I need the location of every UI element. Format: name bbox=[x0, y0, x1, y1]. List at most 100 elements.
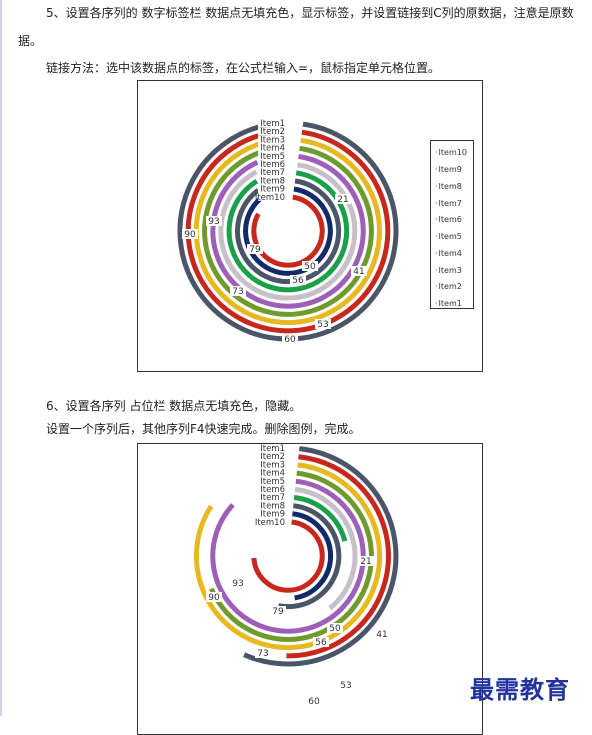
value2-90-bg bbox=[206, 592, 222, 602]
value2-93-bg bbox=[230, 578, 246, 588]
value-label-21-bg bbox=[335, 194, 351, 204]
value-label-56-bg bbox=[290, 275, 306, 285]
arc-item1 bbox=[243, 446, 399, 667]
legend-item-4: ·Item4 bbox=[435, 249, 462, 258]
value2-21: 21 bbox=[360, 557, 371, 567]
paragraph-step6: 6、设置各序列 占位栏 数据点无填充色，隐藏。 bbox=[46, 399, 302, 413]
ring-arc-item10 bbox=[251, 194, 325, 268]
label-item4: Item4 bbox=[260, 469, 285, 479]
value-label-21: 21 bbox=[337, 195, 348, 205]
label-item5: Item5 bbox=[260, 477, 285, 487]
value2-56-bg bbox=[313, 637, 329, 647]
value2-50-bg bbox=[327, 623, 343, 633]
ring-label-item8: Item8 bbox=[260, 176, 285, 186]
value2-53-bg bbox=[338, 680, 354, 690]
arc-item10 bbox=[251, 519, 325, 593]
legend-item-8: ·Item8 bbox=[435, 182, 462, 191]
ring-arc-item5 bbox=[210, 154, 366, 309]
radial-chart-2: Item1Item2Item3Item4Item5Item6Item7Item8… bbox=[193, 444, 399, 707]
arc-item5 bbox=[210, 478, 366, 634]
value-label-90: 90 bbox=[184, 230, 196, 240]
ring-label-item1: Item1 bbox=[260, 119, 285, 129]
radial-chart-1: Item1Item2Item3Item4Item5Item6Item7Item8… bbox=[177, 119, 399, 345]
value2-79: 79 bbox=[272, 607, 284, 617]
label-bg-5 bbox=[258, 151, 288, 160]
legend-item-7: ·Item7 bbox=[435, 199, 462, 208]
watermark-text: 最需教育 bbox=[470, 675, 570, 704]
value2-60: 60 bbox=[308, 697, 320, 707]
ring-label-item3: Item3 bbox=[260, 135, 285, 145]
value2-93: 93 bbox=[232, 579, 243, 589]
value2-53: 53 bbox=[340, 681, 351, 691]
arc-item6 bbox=[294, 486, 358, 611]
arc-item4 bbox=[209, 470, 374, 642]
label-bg-10 bbox=[258, 192, 288, 201]
value-label-79-bg bbox=[247, 244, 263, 254]
label-item6: Item6 bbox=[260, 485, 285, 495]
label-bg-8 bbox=[258, 176, 288, 185]
value-label-73: 73 bbox=[232, 287, 243, 297]
arc-item9 bbox=[292, 511, 334, 601]
value-label-50: 50 bbox=[304, 262, 316, 272]
label-bg-9 bbox=[258, 184, 288, 193]
legend-item-3: ·Item3 bbox=[435, 266, 462, 275]
legend-item-9: ·Item9 bbox=[435, 165, 462, 174]
value-label-90-bg bbox=[182, 229, 198, 239]
ring-label-item7: Item7 bbox=[260, 168, 285, 178]
paragraph-step5-line2: 据。 bbox=[18, 34, 43, 48]
legend-item-2: ·Item2 bbox=[435, 282, 462, 291]
value2-21-bg bbox=[358, 556, 374, 566]
legend-item-5: ·Item5 bbox=[435, 232, 462, 241]
label-item7: Item7 bbox=[260, 493, 285, 503]
arc-item8 bbox=[278, 503, 342, 610]
ring-arc-item2 bbox=[185, 129, 391, 334]
chart-figure-2: Item1 Item2 Item3 Item4 Item5 Item6 Item7 Item8… bbox=[137, 443, 483, 735]
value-label-41-bg bbox=[351, 266, 367, 276]
value-label-50-bg bbox=[302, 261, 318, 271]
arc-item3 bbox=[193, 462, 383, 651]
label-bg-3 bbox=[258, 135, 288, 144]
value-label-56: 56 bbox=[292, 276, 304, 286]
label-bg-4 bbox=[258, 143, 288, 152]
label-bg-6 bbox=[258, 160, 288, 168]
value2-73-bg bbox=[255, 648, 271, 658]
ring-arc-item3 bbox=[193, 137, 382, 326]
label-item1: Item1 bbox=[260, 444, 285, 454]
label-item2: Item2 bbox=[260, 452, 285, 462]
legend-item-10: ·Item10 bbox=[435, 148, 467, 157]
ring-label-item4: Item4 bbox=[260, 144, 285, 154]
value2-50: 50 bbox=[329, 624, 341, 634]
ring-label-item5: Item5 bbox=[260, 152, 285, 162]
value2-56: 56 bbox=[315, 638, 327, 648]
label-item3: Item3 bbox=[260, 460, 285, 470]
value-label-73-bg bbox=[230, 286, 246, 296]
value-label-93-bg bbox=[206, 216, 222, 226]
value2-60-bg bbox=[306, 696, 322, 706]
label-item9: Item9 bbox=[260, 510, 285, 520]
paragraph-step6-note: 设置一个序列后，其他序列F4快速完成。删除图例，完成。 bbox=[46, 422, 361, 436]
arc-item7 bbox=[293, 495, 348, 542]
value-label-60-bg bbox=[282, 334, 298, 344]
legend-item-6: ·Item6 bbox=[435, 215, 462, 224]
label-item10: Item10 bbox=[255, 518, 285, 528]
value-label-53-bg bbox=[315, 319, 331, 329]
label-item8: Item8 bbox=[260, 501, 285, 511]
value2-41: 41 bbox=[376, 630, 387, 640]
value-label-60: 60 bbox=[284, 335, 296, 345]
chart-legend: ·Item10 ·Item9 ·Item8 ·Item7 ·Item6 ·Ite… bbox=[430, 140, 474, 309]
ring-label-item2: Item2 bbox=[260, 127, 285, 137]
page-left-border bbox=[0, 0, 2, 716]
ring-label-item10: Item10 bbox=[255, 193, 285, 203]
label-bg-1 bbox=[258, 119, 288, 127]
value-label-79: 79 bbox=[249, 245, 261, 255]
ring-label-item6: Item6 bbox=[260, 160, 285, 170]
value2-79-bg bbox=[270, 606, 286, 616]
paragraph-link-method: 链接方法：选中该数据点的标签，在公式栏输入=，鼠标指定单元格位置。 bbox=[46, 61, 441, 75]
ring-arc-item4 bbox=[202, 145, 374, 317]
chart-figure-1: Item1 Item2 Item3 Item4 Item5 Item6 Item7 Item8… bbox=[137, 80, 483, 372]
value-label-41: 41 bbox=[353, 267, 364, 277]
ring-label-item9: Item9 bbox=[260, 185, 285, 195]
value2-41-bg bbox=[374, 629, 390, 639]
arc-item2 bbox=[286, 454, 391, 659]
value2-90: 90 bbox=[208, 593, 220, 603]
